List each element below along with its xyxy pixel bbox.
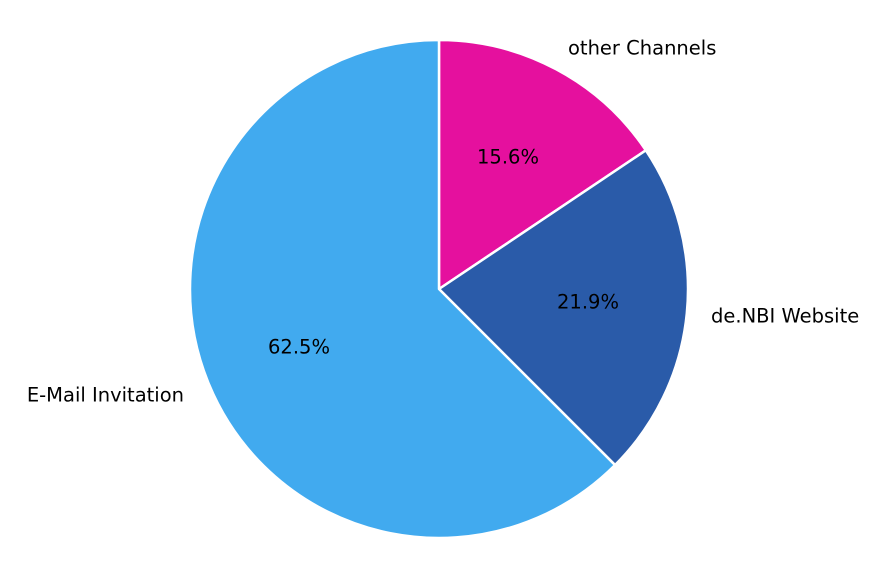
- slice-label-de-nbi-website: de.NBI Website: [711, 304, 860, 328]
- pie-slice-de-nbi-website: [437, 149, 690, 467]
- pie-slice-other-channels: [437, 38, 648, 291]
- slice-label-other-channels: other Channels: [568, 36, 717, 60]
- slice-label-e-mail-invitation: E-Mail Invitation: [26, 383, 184, 407]
- pct-label-e-mail-invitation: 62.5%: [268, 335, 330, 359]
- pie-slice-e-mail-invitation: [188, 38, 617, 540]
- pct-label-other-channels: 15.6%: [477, 145, 539, 169]
- pct-label-de-nbi-website: 21.9%: [557, 290, 619, 314]
